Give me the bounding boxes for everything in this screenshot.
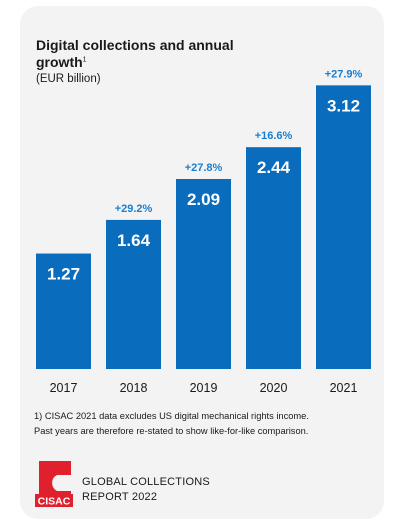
growth-label-2018: +29.2% <box>115 203 153 215</box>
x-tick-label-2017: 2017 <box>50 381 78 395</box>
cisac-logo-text: CISAC <box>38 496 71 508</box>
value-label-2020: 2.44 <box>257 158 291 177</box>
chart-title-text: Digital collections and annual growth <box>36 37 234 70</box>
bar-2017 <box>36 253 91 369</box>
bar-2021 <box>316 85 371 369</box>
footnote: 1) CISAC 2021 data excludes US digital m… <box>34 409 384 439</box>
chart-title: Digital collections and annual growth1 <box>36 37 266 71</box>
value-label-2019: 2.09 <box>187 190 220 209</box>
growth-label-2021: +27.9% <box>325 68 363 80</box>
x-tick-label-2020: 2020 <box>260 381 288 395</box>
value-label-2018: 1.64 <box>117 231 151 250</box>
footnote-line-1: 1) CISAC 2021 data excludes US digital m… <box>34 411 309 421</box>
x-tick-label-2021: 2021 <box>330 381 358 395</box>
bar-chart: 1.27 2017 1.64 +29.2% 2018 2.09 +27.8% 2019 2.44… <box>36 68 371 395</box>
bar-2020 <box>246 147 301 369</box>
bar-2018 <box>106 219 161 369</box>
growth-label-2020: +16.6% <box>255 130 293 142</box>
report-line-2: REPORT 2022 <box>82 491 158 503</box>
cisac-logo: CISAC <box>35 461 73 507</box>
value-label-2017: 1.27 <box>47 265 80 284</box>
bar-2019 <box>176 179 231 369</box>
report-name: GLOBAL COLLECTIONS REPORT 2022 <box>82 475 210 505</box>
cisac-logo-mark <box>39 461 71 494</box>
chart-subtitle: (EUR billion) <box>36 73 101 85</box>
growth-label-2019: +27.8% <box>185 162 223 174</box>
x-tick-label-2018: 2018 <box>120 381 148 395</box>
cisac-logo-band <box>35 494 73 507</box>
chart-card: Digital collections and annual growth1 (… <box>20 6 384 519</box>
value-label-2021: 3.12 <box>327 96 360 115</box>
report-line-1: GLOBAL COLLECTIONS <box>82 476 210 488</box>
x-tick-label-2019: 2019 <box>190 381 218 395</box>
chart-title-footnote-marker: 1 <box>82 56 87 64</box>
footnote-line-2: Past years are therefore re-stated to sh… <box>34 426 309 436</box>
